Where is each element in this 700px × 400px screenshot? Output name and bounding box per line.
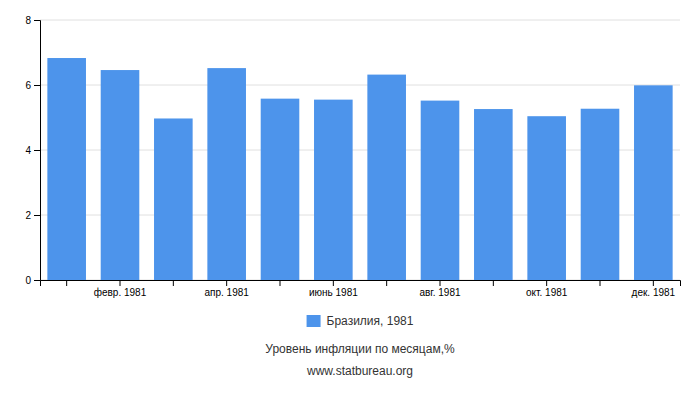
tick: апр. 1981: [204, 280, 249, 298]
bar: [634, 85, 673, 280]
tick-mark: [440, 280, 441, 286]
tick-label: 0: [25, 275, 31, 286]
tick: [493, 280, 494, 286]
tick: [173, 280, 174, 286]
bar: [154, 118, 193, 280]
legend: Бразилия, 1981: [307, 314, 414, 328]
tick-label: 6: [25, 80, 31, 91]
tick-label: 8: [25, 15, 31, 26]
tick-label: 2: [25, 210, 31, 221]
tick-mark: [34, 85, 40, 86]
tick-mark: [600, 280, 601, 286]
x-axis-title: Уровень инфляции по месяцам,%: [265, 342, 455, 356]
annotation: www.statbureau.org: [306, 364, 413, 378]
axis-line: [34, 21, 41, 281]
bar-series: [47, 58, 672, 280]
tick-mark: [120, 280, 121, 286]
bar: [261, 99, 300, 280]
bar: [47, 58, 86, 280]
tick-mark: [173, 280, 174, 286]
tick-label: февр. 1981: [94, 287, 147, 298]
grid-line: [40, 20, 680, 21]
tick: 4: [25, 145, 40, 156]
axis-line: [41, 281, 681, 287]
tick-label: апр. 1981: [204, 287, 249, 298]
tick: [386, 280, 387, 286]
tick: дек. 1981: [632, 280, 676, 298]
tick-mark: [546, 280, 547, 286]
bar: [101, 70, 140, 280]
tick: 6: [25, 80, 40, 91]
tick: [600, 280, 601, 286]
tick-label: авг. 1981: [419, 287, 461, 298]
legend-item: Бразилия, 1981: [307, 314, 414, 328]
chart: 0 2 4 6 8 февр. 1981 апр. 1981 июнь 1981 авг. 19…: [0, 0, 700, 400]
grid: [40, 20, 680, 280]
tick: февр. 1981: [94, 280, 147, 298]
bar: [314, 100, 353, 280]
bar: [527, 116, 566, 280]
tick-mark: [653, 280, 654, 286]
tick-label: 4: [25, 145, 31, 156]
tick-mark: [280, 280, 281, 286]
bar: [207, 68, 246, 280]
tick-mark: [333, 280, 334, 286]
tick-mark: [34, 280, 40, 281]
tick-mark: [34, 215, 40, 216]
x-axis: февр. 1981 апр. 1981 июнь 1981 авг. 1981 окт…: [41, 280, 681, 298]
tick-mark: [493, 280, 494, 286]
tick-label: июнь 1981: [309, 287, 358, 298]
tick-mark: [226, 280, 227, 286]
tick-label: окт. 1981: [526, 287, 568, 298]
bar: [474, 109, 513, 280]
tick-label: дек. 1981: [632, 287, 676, 298]
tick: [280, 280, 281, 286]
y-axis: 0 2 4 6 8: [25, 15, 40, 286]
tick-mark: [386, 280, 387, 286]
tick: [66, 280, 67, 286]
tick: 0: [25, 275, 40, 286]
bar: [421, 101, 460, 280]
chart-container: 0 2 4 6 8 февр. 1981 апр. 1981 июнь 1981 авг. 19…: [0, 0, 700, 400]
tick: 2: [25, 210, 40, 221]
tick: июнь 1981: [309, 280, 358, 298]
bar: [367, 75, 406, 280]
tick: авг. 1981: [419, 280, 461, 298]
bars: [47, 58, 672, 280]
plot: 0 2 4 6 8 февр. 1981 апр. 1981 июнь 1981 авг. 19…: [25, 15, 680, 298]
tick: окт. 1981: [526, 280, 568, 298]
tick-mark: [34, 150, 40, 151]
legend-label: Бразилия, 1981: [327, 314, 414, 328]
tick: 8: [25, 15, 40, 26]
tick-mark: [34, 20, 40, 21]
bar: [581, 109, 620, 280]
legend-swatch: [307, 315, 321, 327]
tick-mark: [66, 280, 67, 286]
